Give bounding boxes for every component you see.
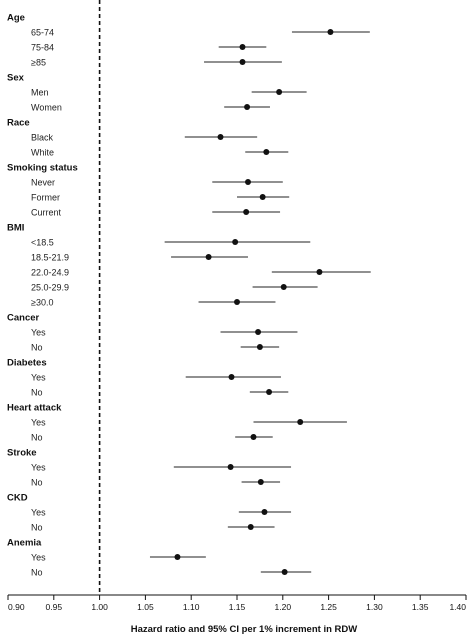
group-label: Heart attack bbox=[7, 403, 62, 414]
group-label: Age bbox=[7, 13, 25, 24]
row-label: Current bbox=[31, 208, 62, 218]
row-label: Black bbox=[31, 133, 54, 143]
group-label: Anemia bbox=[7, 538, 42, 549]
hr-point bbox=[174, 554, 181, 560]
x-tick-label: 1.20 bbox=[275, 602, 292, 612]
hr-point bbox=[276, 89, 283, 95]
row-label: ≥85 bbox=[31, 58, 46, 68]
row-label: Yes bbox=[31, 328, 46, 338]
hr-point bbox=[316, 269, 323, 275]
hr-point bbox=[239, 59, 246, 65]
group-label: CKD bbox=[7, 493, 28, 504]
hr-point bbox=[228, 374, 235, 380]
hr-point bbox=[250, 434, 257, 440]
hr-point bbox=[257, 479, 264, 485]
hr-point bbox=[280, 284, 287, 290]
row-label: No bbox=[31, 568, 43, 578]
row-label: No bbox=[31, 343, 43, 353]
hr-point bbox=[232, 239, 239, 245]
x-tick-label: 1.35 bbox=[412, 602, 429, 612]
hr-point bbox=[256, 344, 263, 350]
row-label: ≥30.0 bbox=[31, 298, 53, 308]
row-label: Yes bbox=[31, 373, 46, 383]
hr-point bbox=[259, 194, 266, 200]
hr-point bbox=[247, 524, 254, 530]
hr-point bbox=[261, 509, 268, 515]
hr-point bbox=[281, 569, 288, 575]
hr-point bbox=[297, 419, 304, 425]
x-tick-label: 1.05 bbox=[137, 602, 154, 612]
row-label: No bbox=[31, 388, 43, 398]
x-tick-label: 1.40 bbox=[449, 602, 466, 612]
row-label: Yes bbox=[31, 418, 46, 428]
group-label: Sex bbox=[7, 73, 25, 84]
row-label: <18.5 bbox=[31, 238, 54, 248]
group-label: Cancer bbox=[7, 313, 40, 324]
row-label: 22.0-24.9 bbox=[31, 268, 69, 278]
row-label: Never bbox=[31, 178, 55, 188]
group-label: Smoking status bbox=[7, 163, 78, 174]
row-label: No bbox=[31, 478, 43, 488]
hr-point bbox=[255, 329, 262, 335]
hr-point bbox=[234, 299, 240, 305]
x-tick-label: 1.30 bbox=[366, 602, 383, 612]
row-label: Former bbox=[31, 193, 60, 203]
row-label: No bbox=[31, 523, 43, 533]
hr-point bbox=[227, 464, 234, 470]
hr-point bbox=[327, 29, 334, 35]
group-label: BMI bbox=[7, 223, 24, 234]
group-label: Stroke bbox=[7, 448, 37, 459]
row-label: No bbox=[31, 433, 43, 443]
row-label: 18.5-21.9 bbox=[31, 253, 69, 263]
group-label: Race bbox=[7, 118, 30, 129]
x-tick-label: 0.95 bbox=[46, 602, 63, 612]
row-label: Yes bbox=[31, 463, 46, 473]
hr-point bbox=[217, 134, 224, 140]
row-label: White bbox=[31, 148, 54, 158]
row-label: Men bbox=[31, 88, 49, 98]
x-tick-label: 1.25 bbox=[320, 602, 337, 612]
x-tick-label: 1.00 bbox=[91, 602, 108, 612]
x-tick-label: 1.15 bbox=[229, 602, 246, 612]
row-label: 65-74 bbox=[31, 28, 54, 38]
row-label: Women bbox=[31, 103, 62, 113]
hr-point bbox=[243, 209, 250, 215]
x-axis-ticks: 0.90 0.95 1.00 1.05 1.10 1.15 1.20 1.25 1.30 1.35… bbox=[7, 595, 467, 612]
hr-point bbox=[239, 44, 246, 50]
x-tick-label: 0.90 bbox=[8, 602, 25, 612]
group-label: Diabetes bbox=[7, 358, 47, 369]
row-label: 25.0-29.9 bbox=[31, 283, 69, 293]
hr-point bbox=[244, 179, 251, 185]
row-label: 75-84 bbox=[31, 43, 54, 53]
hr-point bbox=[266, 389, 273, 395]
row-label: Yes bbox=[31, 553, 46, 563]
x-axis-title: Hazard ratio and 95% CI per 1% increment… bbox=[131, 624, 358, 635]
row-label: Yes bbox=[31, 508, 46, 518]
hr-point bbox=[205, 254, 212, 260]
hr-point bbox=[263, 149, 270, 155]
hr-point bbox=[244, 104, 251, 110]
x-tick-label: 1.10 bbox=[183, 602, 200, 612]
